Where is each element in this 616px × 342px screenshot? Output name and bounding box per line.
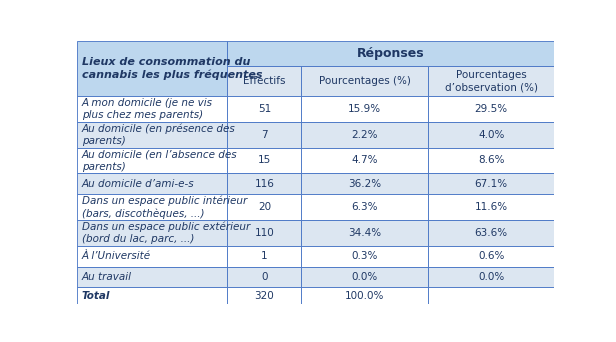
Bar (227, 246, 301, 266)
Bar (301, 66, 428, 96)
Text: Au domicile (en l’absence des
parents): Au domicile (en l’absence des parents) (82, 149, 237, 172)
Text: 100.0%: 100.0% (345, 291, 384, 301)
Text: 116: 116 (254, 179, 274, 189)
Text: À l’Université: À l’Université (82, 251, 151, 261)
Bar (227, 288, 301, 304)
Text: 0: 0 (261, 272, 267, 282)
Text: 11.6%: 11.6% (474, 202, 508, 212)
Text: Au travail: Au travail (82, 272, 132, 282)
Bar (428, 246, 554, 266)
Bar (77, 41, 227, 96)
Bar (77, 148, 227, 173)
Bar (77, 194, 227, 220)
Bar (227, 266, 301, 288)
Text: 29.5%: 29.5% (474, 104, 508, 114)
Text: Dans un espace public extérieur
(bord du lac, parc, ...): Dans un espace public extérieur (bord du… (82, 221, 250, 244)
Text: Pourcentages
d’observation (%): Pourcentages d’observation (%) (445, 70, 538, 92)
Text: Au domicile (en présence des
parents): Au domicile (en présence des parents) (82, 123, 235, 146)
Text: 6.3%: 6.3% (351, 202, 378, 212)
Text: Effectifs: Effectifs (243, 76, 286, 86)
Bar (77, 122, 227, 148)
Bar (301, 288, 428, 304)
Bar (227, 173, 301, 194)
Bar (77, 288, 227, 304)
Text: 8.6%: 8.6% (478, 156, 505, 166)
Text: 15.9%: 15.9% (348, 104, 381, 114)
Text: Pourcentages (%): Pourcentages (%) (318, 76, 411, 86)
Bar (428, 173, 554, 194)
Text: 51: 51 (257, 104, 271, 114)
Text: 4.7%: 4.7% (351, 156, 378, 166)
Text: Au domicile d’ami-e-s: Au domicile d’ami-e-s (82, 179, 195, 189)
Bar (428, 220, 554, 246)
Text: Réponses: Réponses (357, 47, 424, 60)
Bar (227, 148, 301, 173)
Text: 20: 20 (258, 202, 271, 212)
Text: 34.4%: 34.4% (348, 228, 381, 238)
Bar (77, 220, 227, 246)
Bar (428, 266, 554, 288)
Bar (301, 246, 428, 266)
Bar (77, 173, 227, 194)
Bar (301, 148, 428, 173)
Text: 36.2%: 36.2% (348, 179, 381, 189)
Text: 320: 320 (254, 291, 274, 301)
Text: 0.0%: 0.0% (352, 272, 378, 282)
Text: A mon domicile (je ne vis
plus chez mes parents): A mon domicile (je ne vis plus chez mes … (82, 98, 213, 120)
Text: 0.3%: 0.3% (352, 251, 378, 261)
Bar (301, 194, 428, 220)
Bar (227, 66, 301, 96)
Text: 110: 110 (254, 228, 274, 238)
Text: Dans un espace public intérieur
(bars, discothèques, ...): Dans un espace public intérieur (bars, d… (82, 195, 247, 219)
Text: 2.2%: 2.2% (351, 130, 378, 140)
Text: 0.0%: 0.0% (478, 272, 505, 282)
Bar (428, 288, 554, 304)
Text: 7: 7 (261, 130, 268, 140)
Text: 0.6%: 0.6% (478, 251, 505, 261)
Text: Lieux de consommation du
cannabis les plus fréquentes: Lieux de consommation du cannabis les pl… (82, 57, 262, 80)
Text: 63.6%: 63.6% (474, 228, 508, 238)
Bar (301, 220, 428, 246)
Text: 67.1%: 67.1% (474, 179, 508, 189)
Bar (428, 66, 554, 96)
Bar (77, 96, 227, 122)
Bar (428, 96, 554, 122)
Text: 4.0%: 4.0% (478, 130, 505, 140)
Text: 15: 15 (257, 156, 271, 166)
Bar (301, 96, 428, 122)
Bar (301, 122, 428, 148)
Bar (428, 122, 554, 148)
Bar (301, 173, 428, 194)
Bar (428, 148, 554, 173)
Bar (77, 246, 227, 266)
Bar (227, 122, 301, 148)
Bar (227, 220, 301, 246)
Bar (428, 194, 554, 220)
Text: 1: 1 (261, 251, 268, 261)
Text: Total: Total (82, 291, 110, 301)
Bar (227, 41, 554, 66)
Bar (227, 194, 301, 220)
Bar (301, 266, 428, 288)
Bar (227, 96, 301, 122)
Bar (77, 266, 227, 288)
